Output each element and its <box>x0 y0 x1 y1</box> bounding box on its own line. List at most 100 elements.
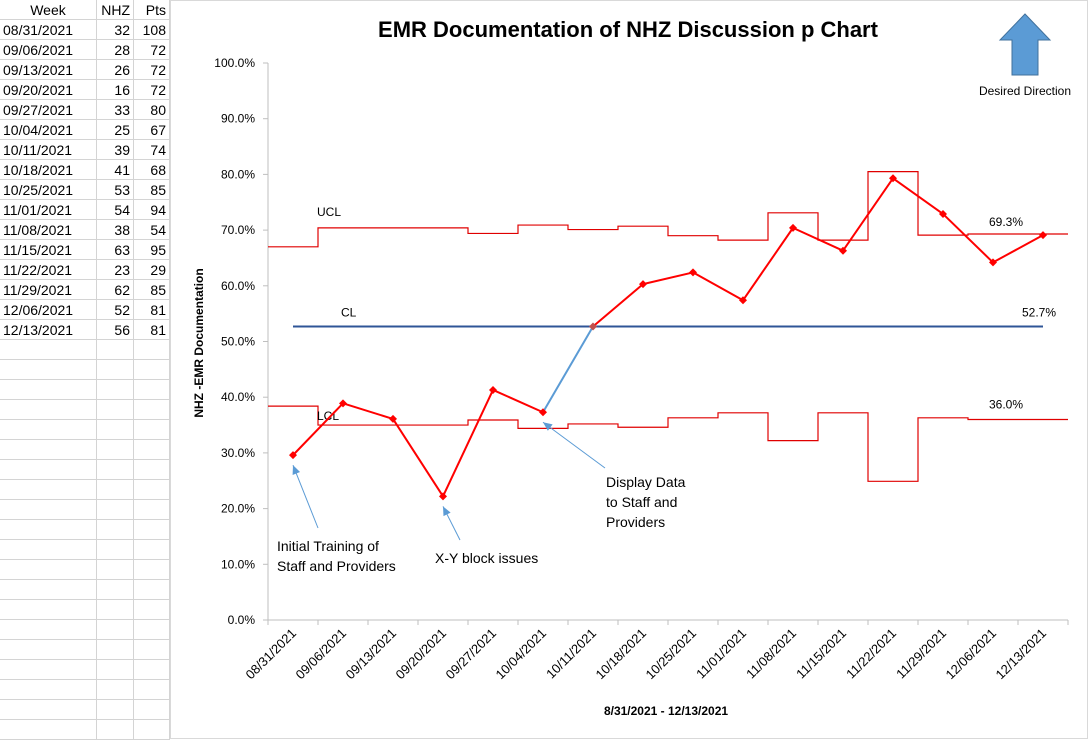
table-cell[interactable]: 09/13/2021 <box>0 60 97 80</box>
empty-cell[interactable] <box>134 440 170 460</box>
empty-cell[interactable] <box>97 580 134 600</box>
empty-cell[interactable] <box>0 500 97 520</box>
table-cell[interactable]: 108 <box>134 20 170 40</box>
empty-cell[interactable] <box>134 500 170 520</box>
table-cell[interactable]: 11/29/2021 <box>0 280 97 300</box>
empty-cell[interactable] <box>134 600 170 620</box>
empty-cell[interactable] <box>97 680 134 700</box>
table-cell[interactable]: 11/15/2021 <box>0 240 97 260</box>
table-cell[interactable]: 56 <box>97 320 134 340</box>
table-cell[interactable]: 94 <box>134 200 170 220</box>
column-header[interactable]: Pts <box>134 0 170 20</box>
table-cell[interactable]: 74 <box>134 140 170 160</box>
p-point[interactable] <box>1039 231 1047 240</box>
p-point[interactable] <box>889 174 897 183</box>
empty-cell[interactable] <box>134 700 170 720</box>
p-point[interactable] <box>739 296 747 305</box>
table-cell[interactable]: 25 <box>97 120 134 140</box>
empty-cell[interactable] <box>0 620 97 640</box>
empty-cell[interactable] <box>0 640 97 660</box>
table-cell[interactable]: 10/04/2021 <box>0 120 97 140</box>
table-cell[interactable]: 28 <box>97 40 134 60</box>
empty-cell[interactable] <box>0 720 97 740</box>
p-point[interactable] <box>789 223 797 232</box>
column-header[interactable]: NHZ <box>97 0 134 20</box>
table-cell[interactable]: 12/13/2021 <box>0 320 97 340</box>
table-cell[interactable]: 54 <box>134 220 170 240</box>
empty-cell[interactable] <box>97 500 134 520</box>
empty-cell[interactable] <box>134 460 170 480</box>
p-point[interactable] <box>989 258 997 267</box>
p-point[interactable] <box>539 408 547 417</box>
empty-cell[interactable] <box>0 340 97 360</box>
table-cell[interactable]: 09/27/2021 <box>0 100 97 120</box>
column-header[interactable]: Week <box>0 0 97 20</box>
p-point[interactable] <box>939 209 947 218</box>
empty-cell[interactable] <box>0 540 97 560</box>
empty-cell[interactable] <box>134 660 170 680</box>
table-cell[interactable]: 11/22/2021 <box>0 260 97 280</box>
table-cell[interactable]: 52 <box>97 300 134 320</box>
empty-cell[interactable] <box>97 640 134 660</box>
empty-cell[interactable] <box>134 380 170 400</box>
empty-cell[interactable] <box>134 560 170 580</box>
empty-cell[interactable] <box>97 600 134 620</box>
empty-cell[interactable] <box>0 480 97 500</box>
table-cell[interactable]: 10/18/2021 <box>0 160 97 180</box>
empty-cell[interactable] <box>134 540 170 560</box>
p-point[interactable] <box>689 268 697 277</box>
table-cell[interactable]: 81 <box>134 320 170 340</box>
table-cell[interactable]: 85 <box>134 180 170 200</box>
table-cell[interactable]: 11/08/2021 <box>0 220 97 240</box>
table-cell[interactable]: 08/31/2021 <box>0 20 97 40</box>
empty-cell[interactable] <box>0 660 97 680</box>
empty-cell[interactable] <box>134 620 170 640</box>
empty-cell[interactable] <box>97 400 134 420</box>
table-cell[interactable]: 41 <box>97 160 134 180</box>
p-point[interactable] <box>489 385 497 394</box>
empty-cell[interactable] <box>0 560 97 580</box>
empty-cell[interactable] <box>0 400 97 420</box>
empty-cell[interactable] <box>134 680 170 700</box>
empty-cell[interactable] <box>97 540 134 560</box>
empty-cell[interactable] <box>97 560 134 580</box>
table-cell[interactable]: 53 <box>97 180 134 200</box>
table-cell[interactable]: 68 <box>134 160 170 180</box>
empty-cell[interactable] <box>134 480 170 500</box>
empty-cell[interactable] <box>97 420 134 440</box>
table-cell[interactable]: 33 <box>97 100 134 120</box>
table-cell[interactable]: 80 <box>134 100 170 120</box>
empty-cell[interactable] <box>97 440 134 460</box>
empty-cell[interactable] <box>97 620 134 640</box>
empty-cell[interactable] <box>134 400 170 420</box>
table-cell[interactable]: 09/06/2021 <box>0 40 97 60</box>
empty-cell[interactable] <box>134 340 170 360</box>
empty-cell[interactable] <box>0 440 97 460</box>
empty-cell[interactable] <box>97 340 134 360</box>
empty-cell[interactable] <box>0 520 97 540</box>
p-point[interactable] <box>389 414 397 423</box>
table-cell[interactable]: 54 <box>97 200 134 220</box>
table-cell[interactable]: 72 <box>134 80 170 100</box>
empty-cell[interactable] <box>97 380 134 400</box>
table-cell[interactable]: 81 <box>134 300 170 320</box>
p-point[interactable] <box>589 322 597 331</box>
table-cell[interactable]: 38 <box>97 220 134 240</box>
table-cell[interactable]: 10/11/2021 <box>0 140 97 160</box>
empty-cell[interactable] <box>97 460 134 480</box>
empty-cell[interactable] <box>134 640 170 660</box>
table-cell[interactable]: 32 <box>97 20 134 40</box>
table-cell[interactable]: 26 <box>97 60 134 80</box>
table-cell[interactable]: 16 <box>97 80 134 100</box>
empty-cell[interactable] <box>134 420 170 440</box>
table-cell[interactable]: 95 <box>134 240 170 260</box>
table-cell[interactable]: 72 <box>134 40 170 60</box>
empty-cell[interactable] <box>97 480 134 500</box>
table-cell[interactable]: 39 <box>97 140 134 160</box>
empty-cell[interactable] <box>0 580 97 600</box>
table-cell[interactable]: 62 <box>97 280 134 300</box>
p-point[interactable] <box>339 399 347 408</box>
empty-cell[interactable] <box>0 700 97 720</box>
empty-cell[interactable] <box>97 720 134 740</box>
p-point[interactable] <box>839 246 847 255</box>
